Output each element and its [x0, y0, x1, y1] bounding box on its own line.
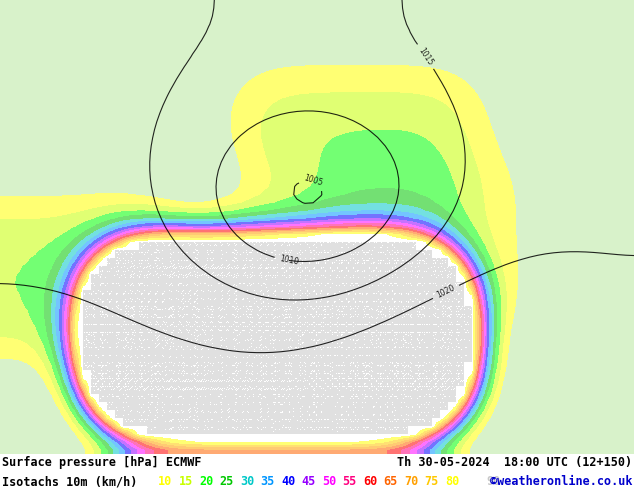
- Text: 50: 50: [322, 475, 336, 488]
- Text: 75: 75: [425, 475, 439, 488]
- Text: 10: 10: [158, 475, 172, 488]
- Text: 65: 65: [384, 475, 398, 488]
- Text: 85: 85: [465, 475, 480, 488]
- Text: 90: 90: [486, 475, 500, 488]
- Text: 45: 45: [302, 475, 316, 488]
- Text: Th 30-05-2024  18:00 UTC (12+150): Th 30-05-2024 18:00 UTC (12+150): [397, 456, 632, 469]
- Text: 40: 40: [281, 475, 295, 488]
- Text: 1015: 1015: [417, 46, 434, 67]
- Text: 70: 70: [404, 475, 418, 488]
- Text: 1010: 1010: [278, 254, 299, 267]
- Text: 60: 60: [363, 475, 377, 488]
- Text: 1005: 1005: [302, 173, 323, 188]
- Text: 15: 15: [179, 475, 193, 488]
- Text: 30: 30: [240, 475, 254, 488]
- Text: Isotachs 10m (km/h): Isotachs 10m (km/h): [2, 475, 138, 488]
- Text: 20: 20: [199, 475, 213, 488]
- Text: 80: 80: [445, 475, 459, 488]
- Text: ©weatheronline.co.uk: ©weatheronline.co.uk: [489, 475, 632, 488]
- Text: Surface pressure [hPa] ECMWF: Surface pressure [hPa] ECMWF: [2, 456, 202, 469]
- Text: 25: 25: [219, 475, 234, 488]
- Text: 35: 35: [261, 475, 275, 488]
- Text: 55: 55: [342, 475, 357, 488]
- Text: 1020: 1020: [436, 284, 456, 300]
